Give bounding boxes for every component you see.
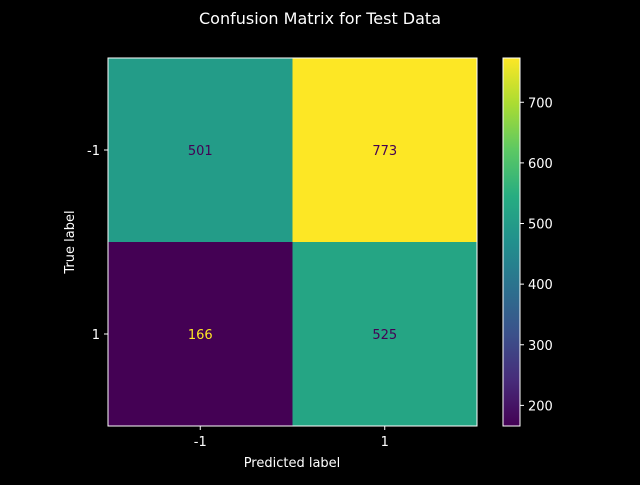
heatmap-cell-labels: 501 773 166 525 <box>188 144 397 343</box>
cell-value-label: 525 <box>372 328 397 343</box>
colorbar-tick-label: 700 <box>528 96 553 111</box>
colorbar <box>503 58 520 426</box>
heatmap-cell <box>292 242 477 426</box>
y-axis-ticks: -1 1 <box>87 144 108 343</box>
x-axis-ticks: -1 1 <box>194 426 389 450</box>
heatmap-cell <box>108 58 293 242</box>
colorbar-ticks: 200 300 400 500 600 700 <box>520 96 553 414</box>
x-tick-label: -1 <box>194 435 207 450</box>
colorbar-tick-label: 400 <box>528 278 553 293</box>
cell-value-label: 501 <box>188 144 213 159</box>
colorbar-tick-label: 600 <box>528 157 553 172</box>
chart-title: Confusion Matrix for Test Data <box>199 9 441 28</box>
heatmap-cells <box>108 58 477 426</box>
x-tick-label: 1 <box>381 435 389 450</box>
heatmap-cell <box>108 242 293 426</box>
colorbar-frame <box>502 57 521 427</box>
colorbar-tick-label: 500 <box>528 218 553 233</box>
x-axis-label: Predicted label <box>244 456 341 471</box>
heatmap-cell <box>292 58 477 242</box>
colorbar-tick-label: 200 <box>528 399 553 414</box>
y-tick-label: 1 <box>92 328 100 343</box>
cell-value-label: 166 <box>188 328 213 343</box>
y-axis-label: True label <box>63 210 78 274</box>
cell-value-label: 773 <box>372 144 397 159</box>
plot-frame <box>107 57 478 427</box>
colorbar-tick-label: 300 <box>528 339 553 354</box>
y-tick-label: -1 <box>87 144 100 159</box>
